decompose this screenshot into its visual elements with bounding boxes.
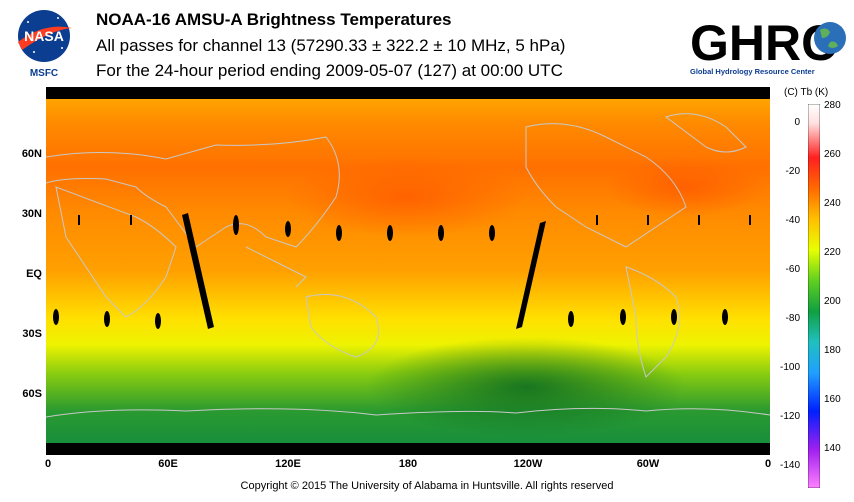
ghrc-logo: GHRC Global Hydrology Resource Center: [688, 8, 848, 80]
celsius-tick-minus140: -140: [779, 460, 800, 471]
chart-title: NOAA-16 AMSU-A Brightness Temperatures: [96, 10, 452, 29]
celsius-tick-minus80: -80: [785, 313, 800, 324]
svg-text:GHRC: GHRC: [690, 15, 837, 71]
kelvin-tick-200: 200: [824, 296, 841, 307]
lat-label-60n: 60N: [21, 148, 42, 160]
kelvin-tick-260: 260: [824, 149, 841, 160]
celsius-tick-minus120: -120: [779, 411, 800, 422]
celsius-tick-minus20: -20: [785, 166, 800, 177]
svg-text:MSFC: MSFC: [30, 68, 58, 78]
lat-label-30n: 30N: [21, 208, 42, 220]
lon-label-60e: 60E: [158, 458, 178, 470]
svg-text:NASA: NASA: [24, 28, 64, 44]
lon-label-0: 0: [44, 458, 52, 470]
copyright-notice: Copyright © 2015 The University of Alaba…: [240, 480, 614, 492]
brightness-temperature-map: [45, 87, 771, 455]
kelvin-tick-160: 160: [824, 394, 841, 405]
lat-label-30s: 30S: [22, 328, 42, 340]
lat-label-60s: 60S: [22, 388, 42, 400]
kelvin-tick-240: 240: [824, 198, 841, 209]
colorbar: [807, 103, 821, 489]
colorbar-unit-label: (C) Tb (K): [784, 87, 829, 98]
nasa-logo: NASA MSFC: [14, 8, 74, 79]
lon-label-60w: 60W: [636, 458, 660, 470]
kelvin-tick-140: 140: [824, 443, 841, 454]
period-subtitle: For the 24-hour period ending 2009-05-07…: [96, 61, 563, 80]
celsius-tick-0: 0: [794, 117, 800, 128]
celsius-tick-minus100: -100: [779, 362, 800, 373]
lon-label-180: 180: [398, 458, 418, 470]
kelvin-tick-280: 280: [824, 100, 841, 111]
lon-label-0-right: 0: [764, 458, 772, 470]
lat-label-eq: EQ: [26, 268, 42, 280]
lon-label-120e: 120E: [275, 458, 301, 470]
kelvin-tick-220: 220: [824, 247, 841, 258]
kelvin-tick-180: 180: [824, 345, 841, 356]
svg-text:Global Hydrology Resource Cent: Global Hydrology Resource Center: [690, 67, 815, 76]
celsius-tick-minus40: -40: [785, 215, 800, 226]
celsius-tick-minus60: -60: [785, 264, 800, 275]
channel-subtitle: All passes for channel 13 (57290.33 ± 32…: [96, 36, 566, 55]
lon-label-120w: 120W: [513, 458, 543, 470]
